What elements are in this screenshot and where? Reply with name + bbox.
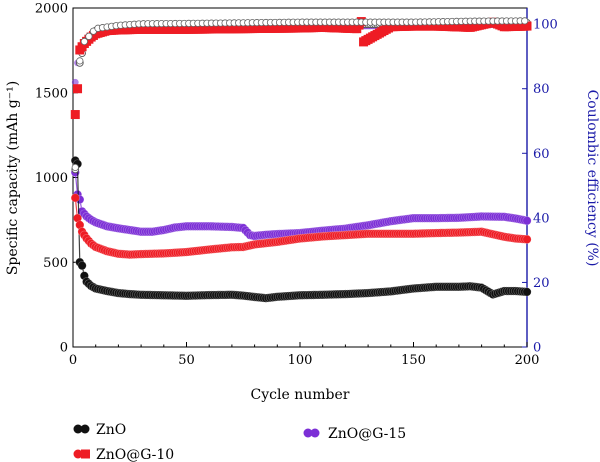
y-tick-label-2: 1000 xyxy=(35,171,68,186)
x-tick-label-3: 150 xyxy=(401,353,426,368)
series-zno-efficiency-top xyxy=(71,17,529,172)
series-zno-g-15 xyxy=(70,21,532,241)
efficiency-point-zno-g-10 xyxy=(70,110,80,120)
efficiency-point-zno xyxy=(71,163,79,172)
legend-marker-znog10 xyxy=(73,449,83,459)
efficiency-point-zno xyxy=(80,37,88,46)
capacity-point-zno xyxy=(77,261,87,271)
x-tick-label-4: 200 xyxy=(515,353,540,368)
efficiency-point-zno-g-15 xyxy=(71,78,79,86)
y2-tick-label-0: 0 xyxy=(533,341,541,356)
legend: ZnO ZnO@G-10 ZnO@G-15 xyxy=(73,422,406,462)
y-tick-label-4: 2000 xyxy=(35,2,68,17)
legend-marker-znog15-2 xyxy=(310,428,320,438)
y-axis-label: Specific capacity (mAh g⁻¹) xyxy=(5,81,21,275)
y-tick-label-0: 0 xyxy=(60,341,68,356)
legend-item-znog10: ZnO@G-10 xyxy=(73,447,174,462)
efficiency-point-zno xyxy=(76,57,84,65)
y2-tick-label-1: 20 xyxy=(533,276,550,291)
legend-label-znog15: ZnO@G-15 xyxy=(328,426,406,442)
legend-marker-zno xyxy=(73,424,83,434)
legend-label-znog10: ZnO@G-10 xyxy=(96,447,174,462)
capacity-point-zno-g-15 xyxy=(522,216,532,226)
y2-axis-label: Coulombic efficiency (%) xyxy=(584,90,600,267)
legend-item-zno: ZnO xyxy=(73,422,126,438)
y2-tick-label-2: 40 xyxy=(533,211,550,226)
legend-marker-znog15 xyxy=(303,428,313,438)
capacity-point-zno xyxy=(522,287,532,297)
y-tick-label-1: 500 xyxy=(43,256,68,271)
efficiency-point-zno xyxy=(85,32,93,40)
y2-tick-label-4: 80 xyxy=(533,82,550,97)
capacity-point-zno-g-10 xyxy=(522,234,532,244)
capacity-point-zno-g-10 xyxy=(70,193,80,203)
legend-label-zno: ZnO xyxy=(96,422,126,438)
capacity-line-zno-g-10 xyxy=(74,197,528,256)
efficiency-point-zno-g-10 xyxy=(73,84,83,94)
data-series xyxy=(70,17,532,303)
x-tick-label-2: 100 xyxy=(288,353,313,368)
series-zno-g-10 xyxy=(70,17,532,260)
legend-item-znog15: ZnO@G-15 xyxy=(303,426,406,442)
capacity-line-zno-g-15 xyxy=(74,172,528,237)
x-tick-label-0: 0 xyxy=(69,353,77,368)
efficiency-point-zno-g-10 xyxy=(522,21,532,31)
y2-tick-label-3: 60 xyxy=(533,147,550,162)
series-zno xyxy=(70,19,532,303)
efficiency-point-zno xyxy=(521,17,529,25)
legend-marker-zno-2 xyxy=(80,424,90,434)
x-axis-label: Cycle number xyxy=(251,387,350,403)
legend-marker-znog10-square xyxy=(81,449,90,459)
y2-tick-label-5: 100 xyxy=(533,18,558,33)
y-tick-label-3: 1500 xyxy=(35,86,68,101)
x-tick-label-1: 50 xyxy=(178,353,195,368)
